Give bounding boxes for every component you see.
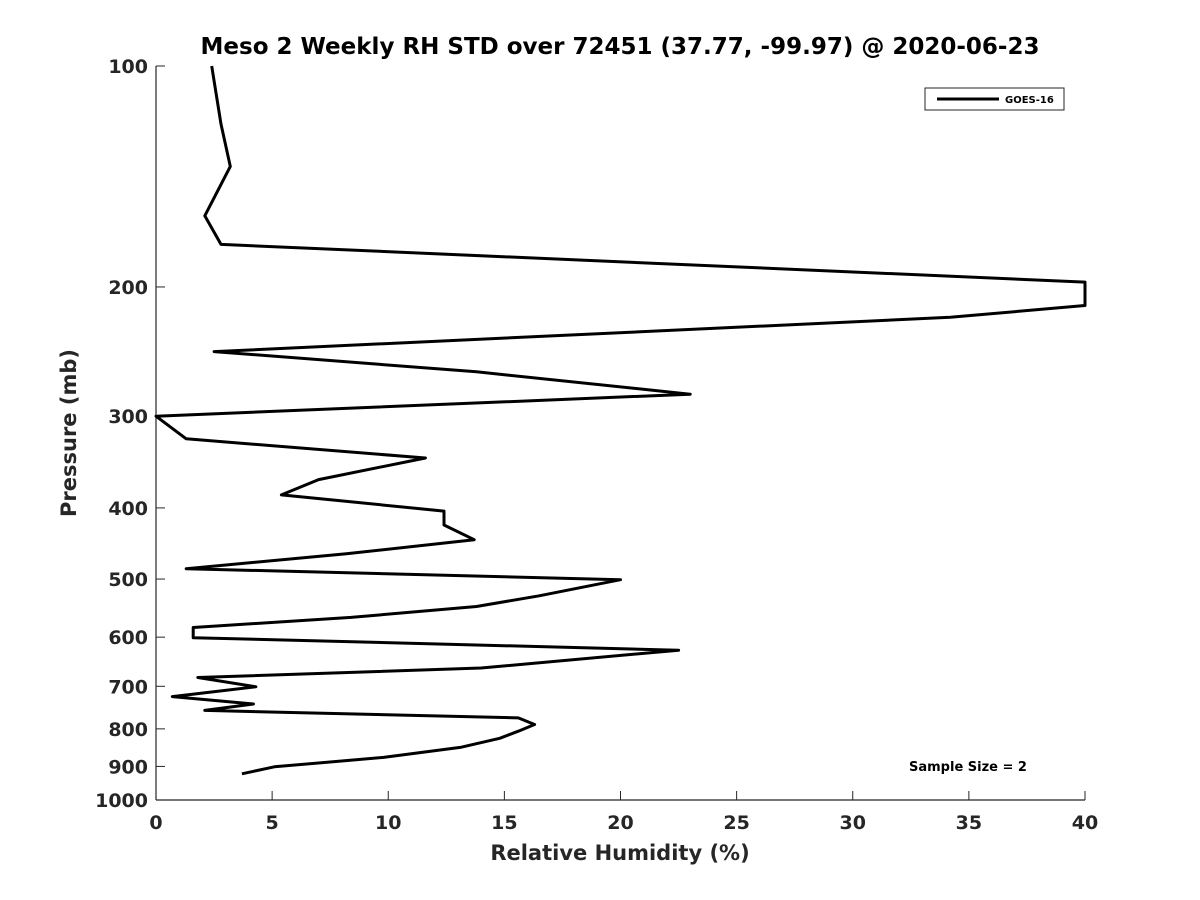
x-tick-label: 10: [375, 812, 401, 834]
legend-entry-goes-16: GOES-16: [1005, 95, 1054, 106]
y-tick-label: 300: [108, 406, 148, 428]
y-tick-label: 600: [108, 627, 148, 649]
y-tick-label: 500: [108, 569, 148, 591]
y-tick-label: 900: [108, 756, 148, 778]
y-tick-label: 1000: [95, 790, 148, 812]
x-axis-label: Relative Humidity (%): [490, 841, 749, 865]
x-tick-label: 20: [607, 812, 633, 834]
x-tick-label: 30: [840, 812, 866, 834]
y-tick-label: 100: [108, 56, 148, 78]
y-tick-label: 800: [108, 719, 148, 741]
legend: GOES-16: [924, 87, 1065, 111]
x-tick-label: 35: [956, 812, 982, 834]
x-tick-label: 15: [491, 812, 517, 834]
y-axis-label: Pressure (mb): [57, 349, 81, 517]
y-tick-label: 700: [108, 676, 148, 698]
sample-size-annotation: Sample Size = 2: [909, 760, 1027, 775]
x-tick-label: 0: [149, 812, 162, 834]
y-tick-label: 400: [108, 498, 148, 520]
y-tick-label: 200: [108, 277, 148, 299]
x-tick-label: 40: [1072, 812, 1098, 834]
x-tick-label: 25: [723, 812, 749, 834]
y-axis-ticks: 100 200 300 400 500 600 700 800 900 1000: [95, 56, 165, 812]
chart-title: Meso 2 Weekly RH STD over 72451 (37.77, …: [201, 34, 1040, 60]
x-axis-ticks: 0 5 10 15 20 25 30 35 40: [149, 791, 1098, 834]
series-line-goes-16: [154, 65, 1087, 776]
x-tick-label: 5: [266, 812, 279, 834]
